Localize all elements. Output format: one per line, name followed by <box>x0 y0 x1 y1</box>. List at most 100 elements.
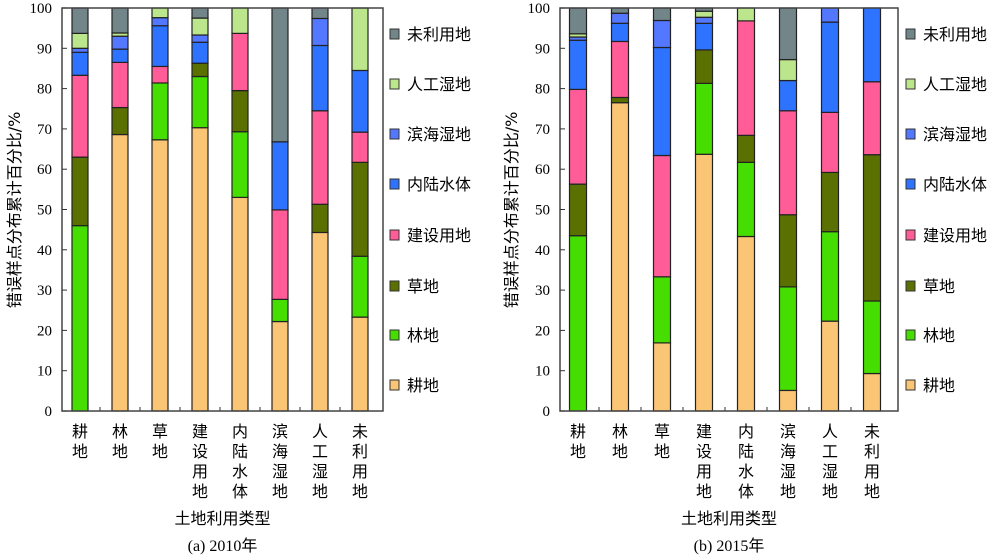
legend-label: 内陆水体 <box>923 175 987 194</box>
bar-segment <box>231 196 249 412</box>
x-tick-label: 未利用地 <box>352 422 368 501</box>
legend-swatch <box>905 178 916 190</box>
legend-swatch <box>389 229 400 241</box>
bar-segment <box>778 58 798 82</box>
legend-swatch <box>389 379 400 391</box>
legend-swatch <box>389 28 400 40</box>
chart-title: (a) 2010年 <box>188 537 258 555</box>
bar-segment <box>231 32 249 92</box>
y-tick-label: 90 <box>535 41 550 57</box>
plot-frame <box>61 7 384 412</box>
bar-segment <box>151 139 169 412</box>
legend-label: 建设用地 <box>407 226 471 245</box>
legend-label: 林地 <box>407 326 439 345</box>
bar-segment <box>151 82 169 141</box>
x-tick-label: 建设用地 <box>192 422 208 501</box>
bar-segment <box>820 7 840 23</box>
bar-segment <box>71 74 89 158</box>
bar-segment <box>820 231 840 322</box>
y-tick-label: 30 <box>37 283 52 299</box>
bar-segment <box>191 75 209 129</box>
bar-segment <box>111 133 129 412</box>
x-tick-label: 人工湿地 <box>312 422 328 501</box>
bar-segment <box>311 231 329 412</box>
bar-segment <box>231 131 249 199</box>
legend-swatch <box>389 280 400 292</box>
y-tick-label: 70 <box>37 122 52 138</box>
bar-segment <box>652 19 672 49</box>
bar-segment <box>652 154 672 278</box>
bar-segment <box>736 161 756 238</box>
bar-segment <box>736 7 756 22</box>
bar-segment <box>151 17 169 27</box>
bar-segment <box>736 20 756 136</box>
y-tick-label: 0 <box>45 404 53 420</box>
bar-segment <box>151 65 169 84</box>
bar-segment <box>271 298 289 323</box>
legend-label: 未利用地 <box>923 25 987 44</box>
bar-segment <box>311 44 329 112</box>
legend-label: 滨海湿地 <box>923 125 987 144</box>
bar-segment <box>694 153 714 412</box>
legend-label: 内陆水体 <box>407 175 471 194</box>
bar-segment <box>568 183 588 237</box>
bar-segment <box>610 102 630 412</box>
x-tick-label: 内陆水体 <box>232 422 248 501</box>
bar-segment <box>652 7 672 22</box>
bar-segment <box>820 111 840 174</box>
x-tick-label: 未利用地 <box>864 422 880 501</box>
bar-segment <box>351 7 369 72</box>
y-tick-label: 40 <box>535 243 550 259</box>
bar-segment <box>111 7 129 34</box>
legend-swatch <box>905 128 916 140</box>
legend-label: 耕地 <box>923 376 955 395</box>
x-tick-label: 林地 <box>112 422 128 461</box>
bar-segment <box>610 40 630 99</box>
y-tick-label: 50 <box>37 203 52 219</box>
bar-segment <box>191 17 209 36</box>
y-tick-label: 60 <box>37 162 52 178</box>
bar-segment <box>191 62 209 78</box>
y-tick-label: 80 <box>535 82 550 98</box>
legend-swatch <box>905 78 916 90</box>
bar-segment <box>271 320 289 412</box>
y-tick-label: 60 <box>535 162 550 178</box>
y-axis-title: 错误样点分布累计百分比/% <box>502 112 521 309</box>
x-tick-label: 草地 <box>654 422 670 461</box>
bar-segment <box>568 235 588 412</box>
bar-segment <box>820 21 840 113</box>
bar-segment <box>111 35 129 50</box>
x-tick-label: 人工湿地 <box>822 422 838 501</box>
legend-label: 草地 <box>923 277 955 296</box>
bar-segment <box>71 156 89 227</box>
plot-frame <box>559 7 899 412</box>
bar-segment <box>820 171 840 233</box>
bar-segment <box>694 22 714 51</box>
legend-swatch <box>389 78 400 90</box>
bar-segment <box>778 286 798 392</box>
legend-label: 人工湿地 <box>407 75 471 94</box>
y-tick-label: 40 <box>37 243 52 259</box>
bar-segment <box>778 214 798 288</box>
bar-segment <box>736 235 756 412</box>
bar-segment <box>778 79 798 112</box>
bar-segment <box>862 7 882 83</box>
bar-segment <box>351 131 369 163</box>
legend-label: 未利用地 <box>407 25 471 44</box>
legend-label: 耕地 <box>407 376 439 395</box>
y-tick-label: 10 <box>535 364 550 380</box>
bar-segment <box>568 88 588 185</box>
bar-segment <box>311 17 329 47</box>
bar-segment <box>271 209 289 300</box>
bar-segment <box>351 161 369 257</box>
legend-label: 建设用地 <box>923 226 987 245</box>
bar-segment <box>231 90 249 133</box>
x-tick-label: 耕地 <box>72 422 88 461</box>
bar-segment <box>694 82 714 155</box>
bar-segment <box>191 127 209 412</box>
bar-segment <box>271 141 289 211</box>
bar-segment <box>111 61 129 109</box>
x-tick-label: 滨海湿地 <box>780 422 796 501</box>
